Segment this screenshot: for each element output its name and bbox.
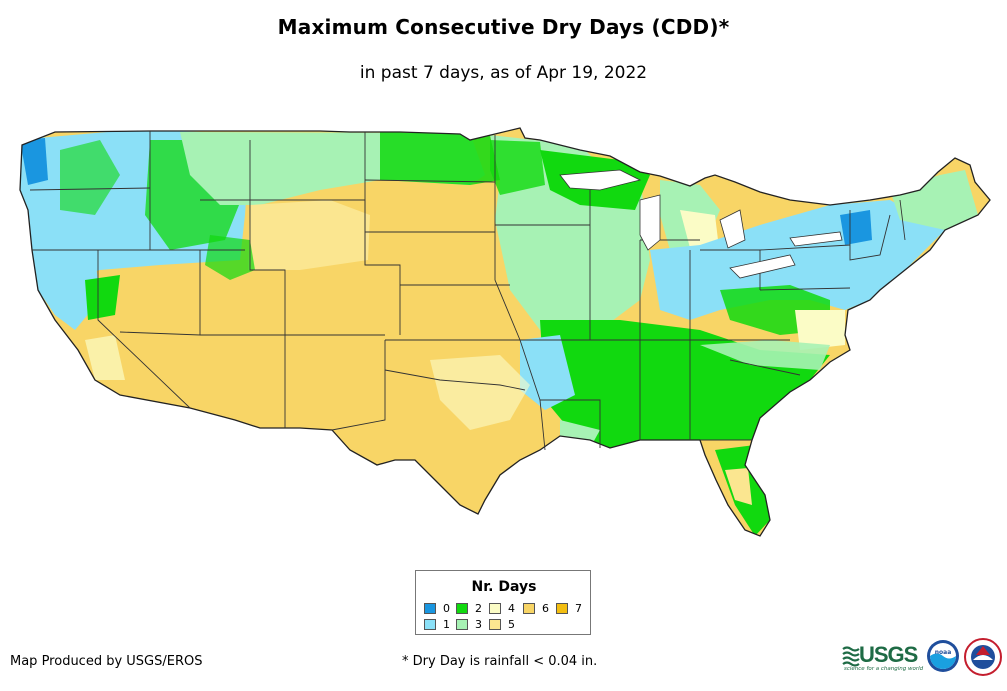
nm-tx-border [331,340,386,431]
legend-label-3: 3 [475,618,482,631]
legend-item-6: 6 [523,602,549,615]
us-outline [19,127,991,537]
legend-item-0: 0 [424,602,450,615]
lake-superior [559,169,642,191]
legend-label-5: 5 [508,618,515,631]
mid-atlantic-region [795,310,845,350]
ca-nv-border [97,250,191,409]
north-dakota-region [380,132,500,185]
legend-swatch-6 [523,603,535,614]
ar-la-border [540,399,601,448]
legend-item-4: 4 [489,602,515,615]
nv-ut-border [119,249,201,336]
legend-title: Nr. Days [471,579,537,595]
arkansas-region [520,335,575,410]
legend-swatch-7 [556,603,568,614]
nws-logo [964,638,1002,676]
agency-logos: USGS science for a changing world noaa [842,638,1004,676]
legend-swatch-3 [456,619,468,630]
lower-michigan-region [680,210,718,248]
usgs-wave-icon [842,646,860,667]
map-subtitle: in past 7 days, as of Apr 19, 2022 [359,63,648,83]
usgs-tagline: science for a changing world [844,666,924,672]
legend-label-6: 6 [542,602,549,615]
legend-item-7: 7 [556,602,582,615]
legend-item-5: 5 [489,618,515,631]
lake-erie [729,254,796,279]
ut-wy-co-border [200,199,286,335]
legend-label-2: 2 [475,602,482,615]
pa-ny-border [759,244,851,251]
new-york-region [840,210,872,245]
legend-label-4: 4 [508,602,515,615]
northwest-coast-region [20,138,48,185]
lake-huron [719,209,746,249]
legend-swatch-4 [489,603,501,614]
washington-region [60,140,120,215]
legend-label-1: 1 [443,618,450,631]
ok-tx-border [384,369,526,391]
wyoming-region [248,200,370,270]
usgs-wordmark: USGS [859,642,918,667]
wa-or-border [29,187,151,191]
us-dry-days-map [19,127,991,537]
legend-swatch-1 [424,619,436,630]
credit-text: Map Produced by USGS/EROS [10,654,203,669]
california-north-region [30,250,100,330]
legend: Nr. Days 0 1 2 3 4 5 6 7 [415,570,591,635]
oklahoma-region [430,355,530,430]
lake-michigan [639,194,661,251]
utah-region [205,235,255,280]
nevada-region [85,275,120,320]
legend-item-1: 1 [424,618,450,631]
noaa-logo: noaa [927,640,959,672]
dry-day-note: * Dry Day is rainfall < 0.04 in. [402,654,598,669]
legend-item-2: 2 [456,602,482,615]
florida-dry-region [725,468,752,505]
legend-label-7: 7 [575,602,582,615]
sc-border [729,359,801,376]
dakotas-ne-border [364,132,401,335]
usgs-logo: USGS science for a changing world [842,640,924,674]
legend-label-0: 0 [443,602,450,615]
nd-sd-border [364,179,496,183]
legend-item-3: 3 [456,618,482,631]
pa-md-border [759,287,851,291]
state-boundaries [29,131,906,451]
map-title: Maximum Consecutive Dry Days (CDD)* [277,15,730,39]
carolinas-region [700,340,830,370]
legend-swatch-0 [424,603,436,614]
noaa-wordmark: noaa [935,649,952,656]
me-nh-border [899,199,906,241]
lake-ontario [789,231,843,247]
minnesota-region [490,140,545,195]
legend-swatch-5 [489,619,501,630]
new-england-border [849,210,891,261]
socal-region [85,335,125,380]
legend-swatch-2 [456,603,468,614]
